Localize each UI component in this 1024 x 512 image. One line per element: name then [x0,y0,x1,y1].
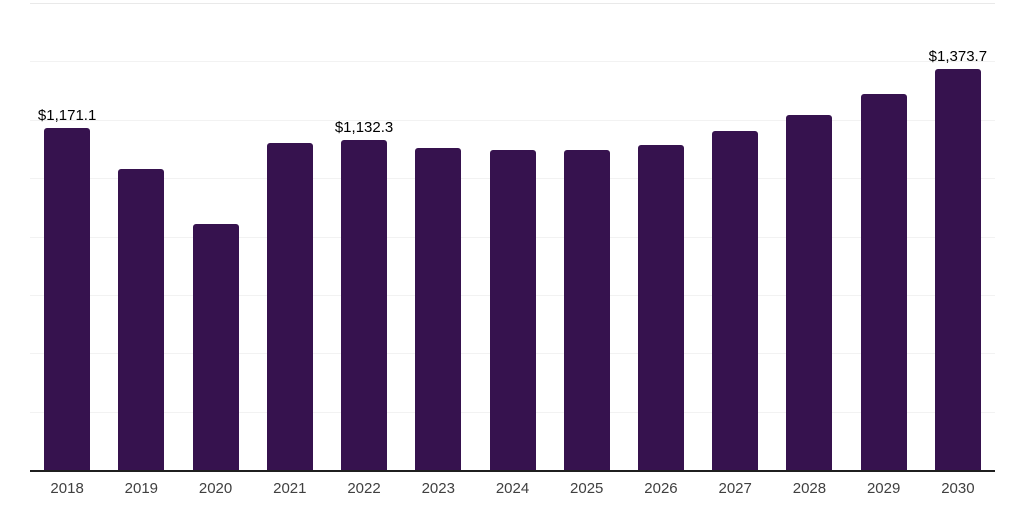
x-axis-label: 2021 [273,480,307,497]
x-axis-label: 2018 [50,480,84,497]
bar-2030 [935,69,981,470]
gridline [30,3,995,4]
x-axis: 2018 2019 2020 2021 2022 2023 2024 2025 2026 2027… [30,480,995,506]
bar-2019 [118,169,164,470]
x-axis-label: 2020 [198,480,233,497]
bar-2020 [193,224,239,470]
chart-plot-area: $1,171.1 $1,132.3 $1,373.7 [30,3,995,472]
x-axis-label: 2030 [941,480,975,497]
x-axis-label: 2019 [124,480,159,497]
x-axis-label: 2029 [866,480,901,497]
bar-2024 [490,150,536,470]
bar-value-label: $1,171.1 [37,107,97,124]
bar-value-label: $1,373.7 [928,48,988,65]
bar-2029 [861,94,907,470]
gridline [30,61,995,62]
bar-2025 [564,150,610,470]
x-axis-label: 2023 [421,480,455,497]
bar-2023 [415,148,461,470]
gridline [30,120,995,121]
bar-2021 [267,143,313,470]
bar-2018 [44,128,90,470]
bar-2027 [712,131,758,470]
bar-2022 [341,140,387,470]
bar-2028 [786,115,832,470]
x-axis-label: 2027 [718,480,752,497]
x-axis-label: 2026 [644,480,678,497]
x-axis-label: 2028 [792,480,827,497]
bar-value-label: $1,132.3 [334,119,394,136]
x-axis-label: 2022 [347,480,381,497]
x-axis-label: 2024 [495,480,530,497]
x-axis-label: 2025 [570,480,604,497]
bar-2026 [638,145,684,470]
